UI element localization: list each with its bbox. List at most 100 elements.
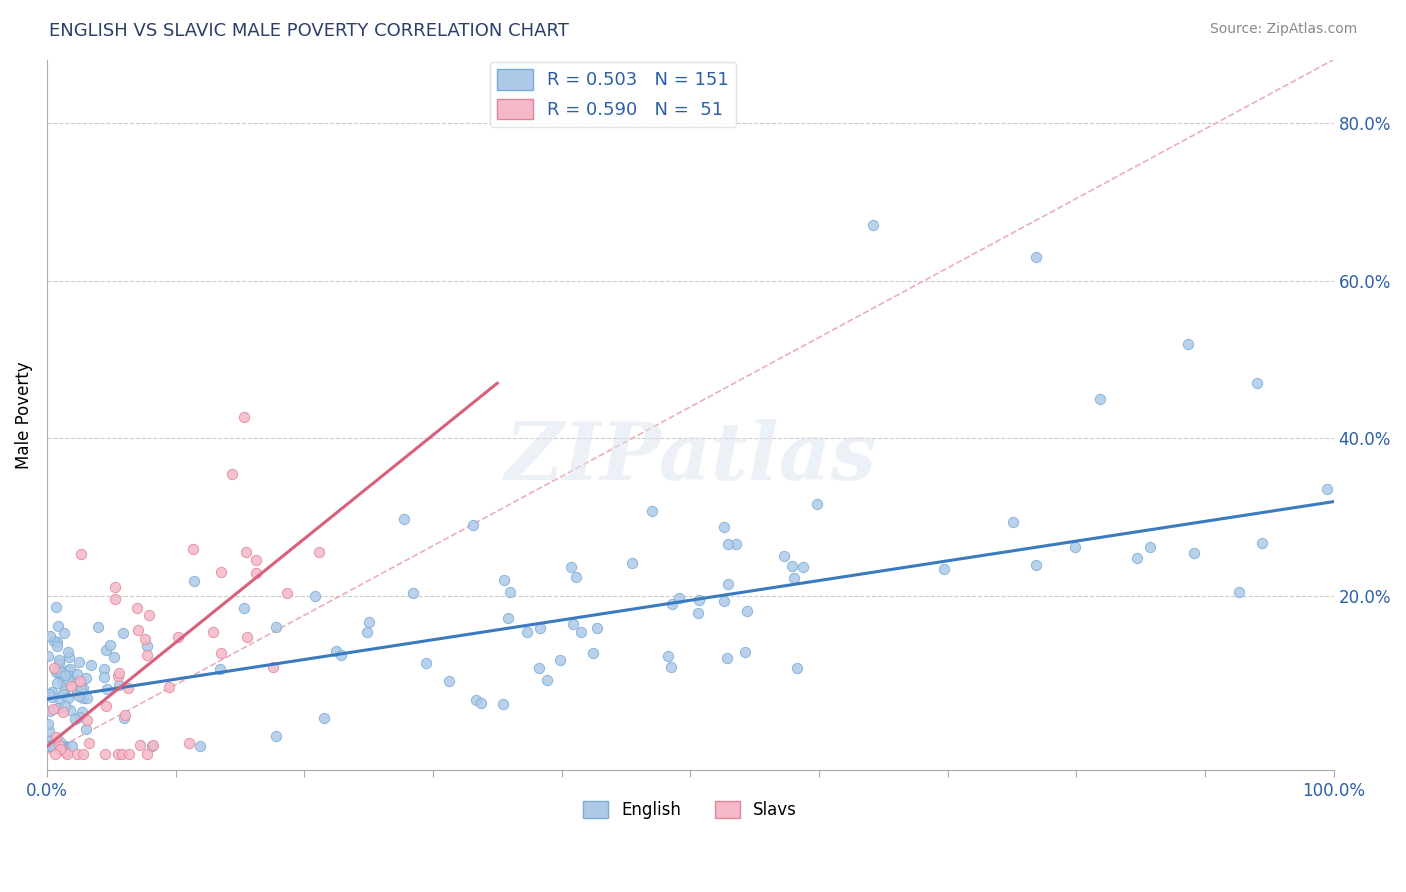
Point (53, 667, 76, 681)
Point (58, 673, 80, 687)
Point (780, 559, 803, 574)
Point (128, 738, 150, 752)
Point (38, 739, 60, 754)
Point (108, 678, 131, 692)
Point (42, 633, 65, 648)
Point (498, 584, 520, 599)
Point (58, 669, 80, 683)
Point (142, 739, 165, 753)
Point (75, 723, 97, 737)
Point (236, 630, 259, 644)
Point (103, 649, 125, 664)
Point (38, 724, 60, 739)
Point (1227, 585, 1250, 599)
Point (48, 653, 70, 667)
Point (45, 665, 67, 679)
Point (58, 645, 80, 659)
Point (53, 625, 76, 640)
Point (211, 565, 233, 579)
Point (59, 679, 82, 693)
Point (127, 601, 149, 615)
Point (117, 681, 139, 695)
Point (46, 640, 69, 654)
Point (107, 747, 129, 762)
Point (308, 545, 330, 559)
Point (717, 537, 740, 551)
Point (51, 739, 73, 754)
Point (620, 556, 643, 570)
Point (49, 665, 72, 679)
Point (463, 518, 485, 533)
Point (67, 710, 90, 724)
Point (304, 589, 326, 603)
Point (1316, 482, 1339, 496)
Point (52, 739, 75, 754)
Point (561, 616, 583, 631)
Point (75, 672, 97, 686)
Point (157, 680, 180, 694)
Point (96, 682, 118, 697)
Point (640, 504, 662, 518)
Point (39, 739, 62, 754)
Point (734, 644, 756, 658)
Point (118, 747, 141, 762)
Point (48, 739, 70, 753)
Point (44, 661, 66, 675)
Point (717, 576, 740, 591)
Point (48, 738, 70, 752)
Point (932, 562, 955, 576)
Point (266, 620, 288, 634)
Point (688, 593, 710, 607)
Point (141, 739, 163, 754)
Point (135, 747, 157, 762)
Point (550, 653, 572, 667)
Point (245, 566, 267, 580)
Point (45, 739, 67, 754)
Point (56, 747, 79, 762)
Point (108, 666, 131, 681)
Point (565, 570, 588, 584)
Point (716, 650, 738, 665)
Point (325, 643, 347, 657)
Point (179, 736, 201, 750)
Point (245, 553, 267, 567)
Point (52, 739, 75, 754)
Point (188, 739, 211, 754)
Point (356, 624, 378, 639)
Point (134, 632, 156, 646)
Point (46, 739, 69, 754)
Point (45, 731, 67, 745)
Point (41, 690, 63, 705)
Point (415, 656, 437, 670)
Point (516, 624, 538, 639)
Point (392, 511, 415, 525)
Point (464, 693, 486, 707)
Point (529, 621, 551, 635)
Point (104, 591, 127, 606)
Point (87, 620, 110, 634)
Point (46, 635, 69, 649)
Point (772, 549, 794, 563)
Point (496, 611, 519, 625)
Point (136, 640, 159, 654)
Point (209, 646, 232, 660)
Point (37, 649, 59, 664)
Point (264, 729, 287, 743)
Point (53, 699, 76, 714)
Point (45, 739, 67, 754)
Point (63, 673, 86, 687)
Legend: English, Slavs: English, Slavs (576, 794, 804, 826)
Point (735, 604, 758, 618)
Point (235, 545, 257, 559)
Point (792, 560, 814, 574)
Point (72, 705, 94, 719)
Point (560, 560, 582, 574)
Point (586, 621, 609, 635)
Point (1251, 535, 1274, 549)
Point (492, 697, 515, 711)
Point (138, 608, 160, 623)
Point (357, 615, 380, 630)
Point (38, 704, 60, 718)
Point (862, 219, 884, 233)
Point (38, 688, 60, 702)
